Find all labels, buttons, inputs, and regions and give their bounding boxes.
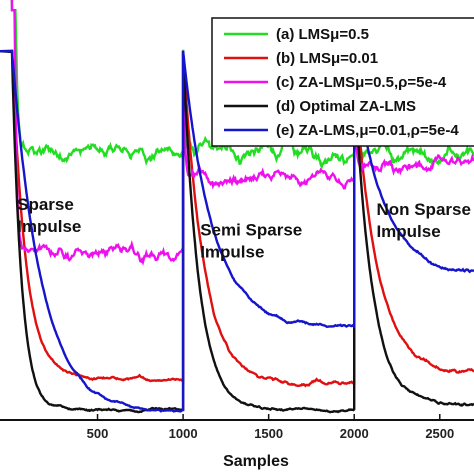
legend-entry: (b) LMSμ=0.01 bbox=[276, 50, 378, 67]
annotation-text: Sparse bbox=[17, 195, 74, 214]
x-tick-label: 2500 bbox=[425, 426, 454, 441]
annotation-text: Impulse bbox=[17, 217, 81, 236]
series-line-1 bbox=[10, 0, 474, 171]
x-ticks: 500 1000 1500 2000 2500 bbox=[87, 414, 454, 441]
series-line-3 bbox=[10, 0, 474, 266]
annotation-text: Impulse bbox=[200, 243, 264, 262]
annotation-text: Impulse bbox=[376, 222, 440, 241]
series-line-4 bbox=[0, 50, 474, 414]
plot-area bbox=[0, 0, 474, 414]
series-line-2 bbox=[0, 49, 474, 388]
x-axis-label: Samples bbox=[223, 453, 289, 470]
legend-entry: (e) ZA-LMS,μ=0.01,ρ=5e-4 bbox=[276, 122, 459, 139]
annotations: Sparse Impulse Semi Sparse Impulse Non Spars… bbox=[17, 195, 471, 262]
legend: (a) LMSμ=0.5 (b) LMSμ=0.01 (c) ZA-LMSμ=0.5… bbox=[211, 17, 474, 147]
x-tick-label: 1500 bbox=[254, 426, 283, 441]
legend-entry: (a) LMSμ=0.5 bbox=[276, 26, 369, 43]
x-tick-label: 2000 bbox=[340, 426, 369, 441]
legend-entry: (d) Optimal ZA-LMS bbox=[276, 98, 416, 115]
legend-entry: (c) ZA-LMSμ=0.5,ρ=5e-4 bbox=[276, 74, 447, 91]
x-tick-label: 500 bbox=[87, 426, 109, 441]
annotation-text: Semi Sparse bbox=[200, 221, 302, 240]
annotation-text: Non Sparse bbox=[376, 200, 470, 219]
series-line-5 bbox=[0, 49, 474, 413]
x-tick-label: 1000 bbox=[169, 426, 198, 441]
